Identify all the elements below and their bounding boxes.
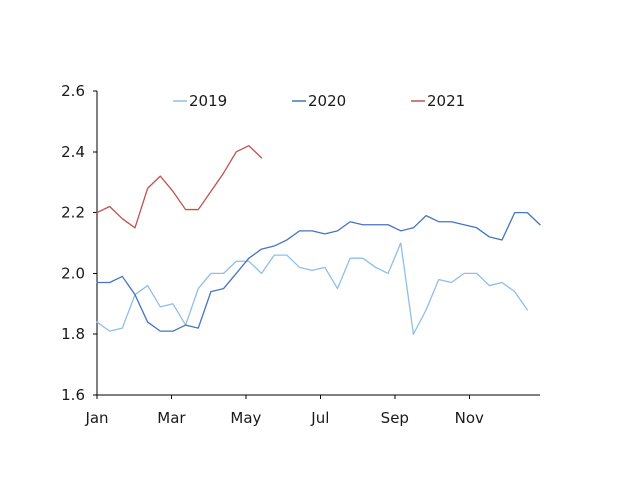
legend-label-2021: 2021	[427, 92, 465, 110]
x-tick-label: Nov	[455, 409, 484, 427]
axes: 1.6 1.8 2.0 2.2 2.4 2.6 Jan Mar May Jul Sep Nov	[61, 82, 540, 427]
series-line-2020	[96, 211, 541, 332]
x-tick-label: May	[230, 409, 261, 427]
y-tick-label: 1.8	[61, 325, 85, 343]
series-line-2019	[96, 242, 528, 335]
y-tick-label: 1.6	[61, 386, 85, 404]
y-tick-label: 2.6	[61, 82, 85, 100]
legend-label-2020: 2020	[308, 92, 346, 110]
x-tick-label: Jul	[310, 409, 329, 427]
x-tick-label: Mar	[157, 409, 186, 427]
legend-label-2019: 2019	[189, 92, 227, 110]
x-tick-label: Jan	[84, 409, 108, 427]
y-tick-label: 2.4	[61, 143, 85, 161]
series-line-2021	[96, 145, 263, 229]
x-tick-label: Sep	[381, 409, 409, 427]
series-lines	[96, 145, 541, 335]
y-tick-label: 2.2	[61, 204, 85, 222]
legend: 2019 2020 2021	[173, 92, 465, 110]
y-tick-label: 2.0	[61, 264, 85, 282]
